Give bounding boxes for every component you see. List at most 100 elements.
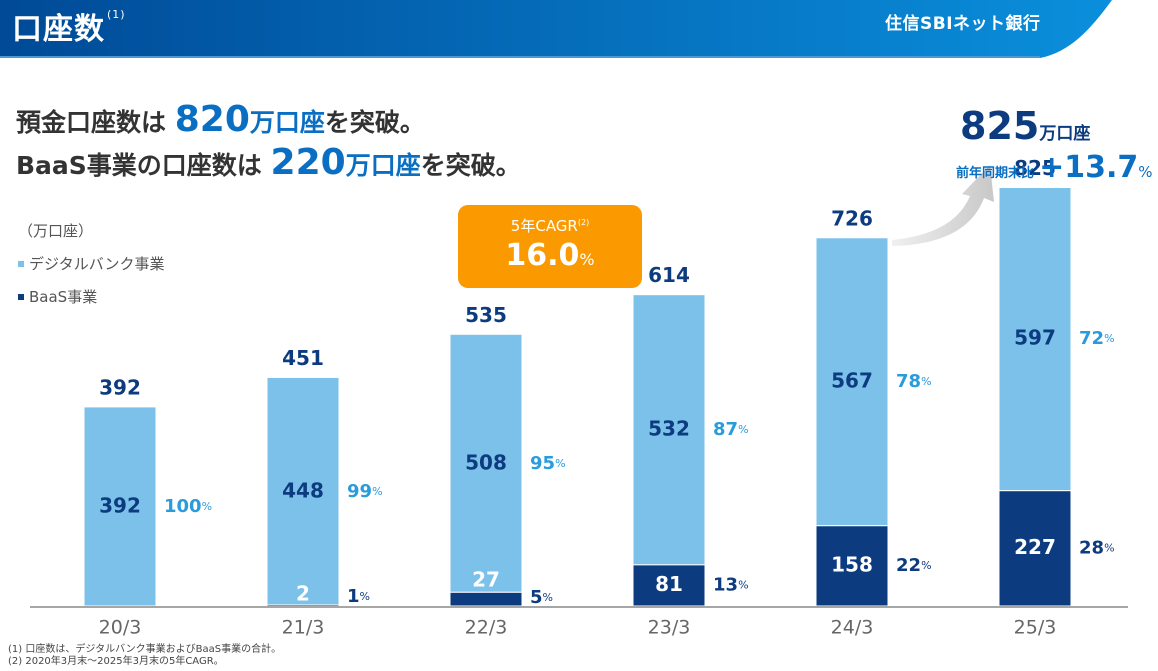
unit-label: （万口座） — [18, 222, 94, 240]
footnote-1: (1) 口座数は、デジタルバンク事業およびBaaS事業の合計。 — [8, 644, 282, 655]
digital-value-label: 567 — [831, 368, 873, 392]
x-tick-label: 22/3 — [465, 617, 508, 639]
headline-line2: BaaS事業の口座数は 220万口座を突破。 — [16, 143, 521, 186]
bar-baas-22/3 — [449, 591, 523, 607]
bar-digital-23/3 — [632, 294, 706, 566]
summary-total-unit: 万口座 — [1039, 124, 1091, 144]
summary-total-value: 825 — [960, 104, 1040, 148]
bar-digital-25/3 — [998, 187, 1072, 492]
bar-baas-23/3 — [632, 564, 706, 607]
summary-total: 825万口座 — [960, 104, 1090, 148]
percent-sign: % — [1104, 332, 1114, 345]
x-tick-label: 23/3 — [648, 617, 691, 639]
bar-digital-24/3 — [815, 237, 889, 527]
yoy-unit: % — [1138, 163, 1153, 181]
digital-value-label: 392 — [99, 494, 141, 518]
legend-swatch — [18, 293, 24, 300]
headline-text: を突破。 — [420, 151, 521, 180]
digital-share-label: 100% — [164, 496, 212, 517]
x-tick-label: 24/3 — [831, 617, 874, 639]
footnotes: (1) 口座数は、デジタルバンク事業およびBaaS事業の合計。 (2) 2020… — [8, 644, 281, 668]
x-tick-label: 20/3 — [99, 617, 142, 639]
yoy-value: +13.7 — [1039, 150, 1139, 185]
headline-unit: 万口座 — [345, 151, 421, 180]
cagr-value: 16.0% — [458, 238, 642, 273]
brand-logo: 住信SBIネット銀行 — [885, 14, 1041, 34]
headline-unit: 万口座 — [249, 108, 325, 137]
bar-digital-22/3 — [449, 333, 523, 593]
percent-sign: % — [738, 423, 748, 436]
title-footnote-ref: (1) — [107, 8, 126, 21]
headline-value: 220 — [270, 142, 346, 183]
footnote-2: (2) 2020年3月末～2025年3月末の5年CAGR。 — [8, 656, 224, 667]
digital-share-label: 95% — [530, 453, 566, 474]
percent-sign: % — [543, 591, 553, 604]
legend-item-baas: BaaS事業 — [18, 280, 164, 313]
yoy-label: 前年同期末比 — [956, 166, 1035, 181]
percent-sign: % — [555, 457, 565, 470]
digital-share-label: 78% — [896, 371, 932, 392]
percent-sign: % — [921, 375, 931, 388]
x-tick-label: 25/3 — [1014, 617, 1057, 639]
percent-sign: % — [202, 500, 212, 513]
legend-swatch — [18, 260, 24, 267]
baas-share-label: 22% — [896, 555, 932, 576]
percent-sign: % — [738, 578, 748, 591]
percent-sign: % — [372, 485, 382, 498]
header-bar: 口座数 (1) 住信SBIネット銀行 — [0, 0, 1158, 58]
legend-label: デジタルバンク事業 — [29, 255, 165, 273]
headline-text: 預金口座数は — [16, 108, 167, 137]
headline-value: 820 — [174, 99, 250, 140]
bar-digital-21/3 — [266, 376, 340, 606]
percent-sign: % — [921, 559, 931, 572]
growth-arrow-icon — [892, 165, 994, 246]
digital-share-label: 87% — [713, 419, 749, 440]
cagr-footnote-ref: (2) — [577, 218, 590, 227]
digital-value-label: 508 — [465, 451, 507, 475]
headline-line1: 預金口座数は 820万口座を突破。 — [16, 100, 521, 143]
baas-value-label: 81 — [655, 572, 683, 596]
baas-value-label: 2 — [296, 582, 310, 606]
header-background — [0, 0, 1112, 58]
cagr-label: 5年CAGR(2) — [458, 215, 642, 236]
page-title: 口座数 (1) — [12, 4, 126, 48]
cagr-unit: % — [579, 250, 595, 269]
bar-baas-24/3 — [815, 525, 889, 607]
summary-yoy: 前年同期末比 +13.7% — [956, 150, 1153, 185]
baas-value-label: 158 — [831, 552, 873, 576]
x-tick-label: 21/3 — [282, 617, 325, 639]
headline-text: を突破。 — [324, 108, 425, 137]
legend-item-digital: デジタルバンク事業 — [18, 247, 164, 280]
baas-share-label: 5% — [530, 587, 553, 608]
total-label: 825 — [1014, 156, 1056, 180]
cagr-value-text: 16.0 — [505, 238, 580, 273]
total-label: 726 — [831, 206, 873, 230]
headline: 預金口座数は 820万口座を突破。 BaaS事業の口座数は 220万口座を突破。 — [16, 100, 521, 186]
bar-baas-25/3 — [998, 490, 1072, 607]
total-label: 614 — [648, 263, 690, 287]
baas-share-label: 1% — [347, 586, 370, 607]
digital-share-label: 72% — [1079, 328, 1115, 349]
digital-value-label: 448 — [282, 479, 324, 503]
digital-value-label: 597 — [1014, 326, 1056, 350]
percent-sign: % — [1104, 541, 1114, 554]
total-label: 392 — [99, 375, 141, 399]
baas-value-label: 27 — [472, 568, 500, 592]
bar-digital-20/3 — [83, 406, 157, 607]
latest-summary: 825万口座 前年同期末比 +13.7% — [956, 104, 1153, 185]
page-title-text: 口座数 — [12, 12, 105, 47]
baas-share-label: 13% — [713, 574, 749, 595]
digital-share-label: 99% — [347, 481, 383, 502]
legend-label: BaaS事業 — [29, 288, 98, 306]
total-label: 535 — [465, 303, 507, 327]
headline-text: BaaS事業の口座数は — [16, 151, 262, 180]
total-label: 451 — [282, 346, 324, 370]
baas-share-label: 28% — [1079, 537, 1115, 558]
digital-value-label: 532 — [648, 416, 690, 440]
percent-sign: % — [360, 590, 370, 603]
cagr-label-text: 5年CAGR — [510, 217, 578, 235]
chart-legend: （万口座） デジタルバンク事業 BaaS事業 — [18, 214, 164, 313]
cagr-callout: 5年CAGR(2) 16.0% — [458, 205, 642, 288]
baas-value-label: 227 — [1014, 535, 1056, 559]
